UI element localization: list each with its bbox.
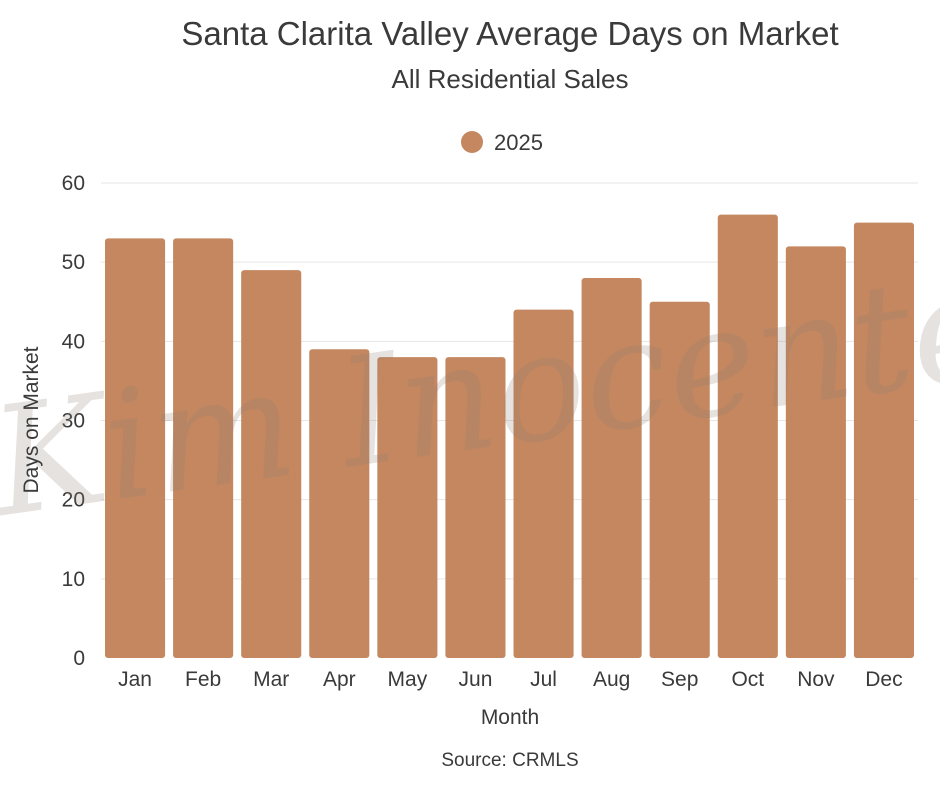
bar-sep[interactable] bbox=[649, 301, 710, 658]
y-axis-ticks: 0 10 20 30 40 50 60 bbox=[62, 172, 85, 670]
x-tick-label: Nov bbox=[797, 668, 835, 691]
x-tick-label: Feb bbox=[185, 668, 221, 691]
x-tick-label: Jan bbox=[118, 668, 152, 691]
legend-label: 2025 bbox=[494, 130, 543, 155]
x-tick-label: Sep bbox=[661, 668, 698, 691]
y-tick-label: 10 bbox=[62, 568, 85, 591]
legend[interactable]: 2025 bbox=[461, 130, 543, 155]
y-tick-label: 40 bbox=[62, 330, 85, 353]
bars bbox=[105, 214, 914, 659]
x-tick-label: Oct bbox=[731, 668, 764, 691]
bar-jul[interactable] bbox=[513, 309, 574, 658]
bar-dec[interactable] bbox=[853, 222, 914, 659]
y-axis-label: Days on Market bbox=[20, 346, 43, 493]
y-tick-label: 50 bbox=[62, 251, 85, 274]
bar-feb[interactable] bbox=[173, 238, 234, 658]
bar-mar[interactable] bbox=[241, 270, 302, 658]
gridlines bbox=[101, 182, 918, 580]
source-note: Source: CRMLS bbox=[441, 750, 578, 771]
x-tick-label: Mar bbox=[253, 668, 289, 691]
y-tick-label: 20 bbox=[62, 489, 85, 512]
x-axis-label: Month bbox=[481, 706, 539, 729]
y-tick-label: 60 bbox=[62, 172, 85, 195]
x-tick-label: Jun bbox=[459, 668, 493, 691]
bar-oct[interactable] bbox=[717, 214, 778, 658]
bar-jun[interactable] bbox=[445, 357, 506, 658]
bar-nov[interactable] bbox=[785, 246, 846, 659]
bar-aug[interactable] bbox=[581, 278, 642, 658]
x-tick-label: Dec bbox=[865, 668, 902, 691]
chart-subtitle: All Residential Sales bbox=[391, 64, 628, 94]
x-tick-label: Aug bbox=[593, 668, 630, 691]
chart-title: Santa Clarita Valley Average Days on Mar… bbox=[181, 15, 838, 52]
bar-apr[interactable] bbox=[309, 349, 370, 658]
bar-jan[interactable] bbox=[105, 238, 166, 658]
y-tick-label: 30 bbox=[62, 410, 85, 433]
x-tick-label: Jul bbox=[530, 668, 557, 691]
legend-swatch bbox=[461, 131, 483, 153]
x-axis-ticks: Jan Feb Mar Apr May Jun Jul Aug Sep Oct Nov Dec bbox=[118, 668, 903, 691]
y-tick-label: 0 bbox=[73, 647, 85, 670]
x-tick-label: May bbox=[388, 668, 428, 691]
x-tick-label: Apr bbox=[323, 668, 356, 691]
bar-may[interactable] bbox=[377, 357, 438, 658]
